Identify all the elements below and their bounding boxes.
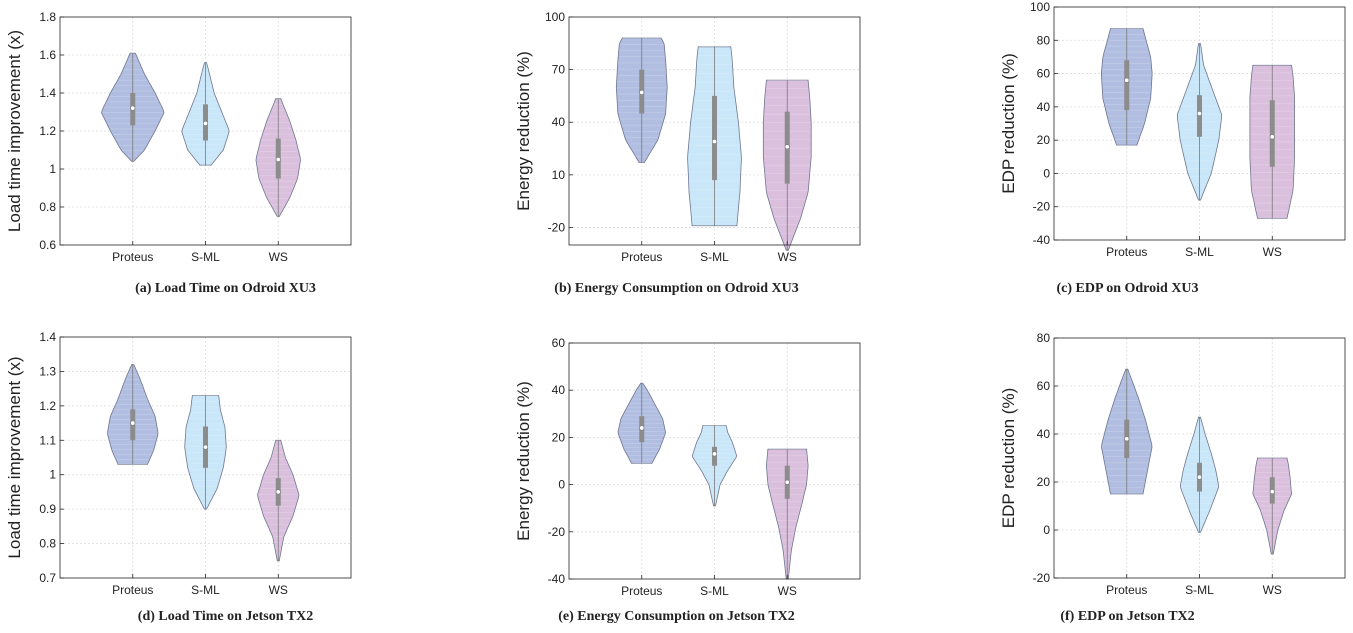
x-tick-label: Proteus — [621, 250, 662, 264]
y-tick-label: 0.6 — [39, 238, 56, 252]
chart-panel-e: -40 -20 0 20 40 60 Proteus S-ML WS Energy reducti… — [514, 336, 861, 598]
y-tick-label: 60 — [552, 336, 566, 350]
x-tick-label: S-ML — [1185, 583, 1214, 597]
median-marker — [784, 144, 790, 150]
iqr-box — [712, 95, 717, 181]
y-tick-label: 1.3 — [39, 364, 56, 378]
chart-caption-d: (d) Load Time on Jetson TX2 — [137, 609, 314, 624]
y-tick-label: 20 — [1037, 475, 1051, 489]
median-marker — [784, 479, 790, 485]
y-tick-label: 60 — [1037, 67, 1051, 81]
median-marker — [1197, 111, 1203, 117]
y-tick-label: 70 — [552, 63, 566, 77]
y-tick-label: 1.6 — [39, 48, 56, 62]
y-tick-label: 0.9 — [39, 502, 56, 516]
y-tick-label: -40 — [1033, 233, 1051, 247]
x-tick-label: S-ML — [700, 250, 729, 264]
y-tick-label: 20 — [552, 430, 566, 444]
median-marker — [639, 89, 645, 95]
y-tick-label: 1.2 — [39, 399, 56, 413]
y-tick-label: 0 — [1043, 523, 1050, 537]
y-tick-label: 100 — [545, 10, 565, 24]
chart-panel-c: -40 -20 0 20 40 60 80 100 Proteus S-ML WS EDP reduc… — [999, 0, 1346, 259]
x-tick-label: Proteus — [112, 583, 153, 597]
x-tick-label: Proteus — [1106, 583, 1147, 597]
y-tick-label: -40 — [548, 572, 566, 586]
chart-caption-c: (c) EDP on Odroid XU3 — [1056, 281, 1199, 296]
y-tick-label: 0 — [558, 478, 565, 492]
median-marker — [1124, 436, 1130, 442]
x-tick-label: WS — [778, 250, 797, 264]
median-marker — [203, 120, 209, 126]
y-tick-label: 1 — [49, 162, 56, 176]
chart-caption-b: (b) Energy Consumption on Odroid XU3 — [554, 281, 799, 296]
y-tick-label: 10 — [552, 168, 566, 182]
median-marker — [203, 444, 209, 450]
median-marker — [1124, 77, 1130, 83]
x-tick-label: WS — [1263, 583, 1282, 597]
y-tick-label: 40 — [1037, 100, 1051, 114]
y-tick-label: 1 — [49, 468, 56, 482]
x-tick-label: WS — [269, 583, 288, 597]
x-tick-label: Proteus — [112, 250, 153, 264]
y-tick-label: -20 — [548, 220, 566, 234]
median-marker — [1269, 134, 1275, 140]
y-axis-label: Load time improvement (x) — [5, 356, 24, 558]
y-tick-label: 1.4 — [39, 330, 56, 344]
chart-panel-f: -20 0 20 40 60 80 Proteus S-ML WS EDP reduction (… — [999, 331, 1346, 597]
median-marker — [275, 489, 281, 495]
median-marker — [275, 157, 281, 163]
y-tick-label: 1.8 — [39, 10, 56, 24]
y-tick-label: 0 — [1043, 166, 1050, 180]
y-tick-label: 100 — [1030, 0, 1050, 14]
x-tick-label: S-ML — [191, 583, 220, 597]
y-tick-label: 40 — [552, 383, 566, 397]
y-tick-label: -20 — [1033, 200, 1051, 214]
chart-panel-b: -20 10 40 70 100 Proteus S-ML WS Energy reductio… — [514, 10, 861, 264]
y-tick-label: 0.8 — [39, 200, 56, 214]
x-tick-label: S-ML — [191, 250, 220, 264]
y-axis-label: EDP reduction (%) — [999, 53, 1018, 193]
y-tick-label: 1.1 — [39, 433, 56, 447]
chart-caption-a: (a) Load Time on Odroid XU3 — [135, 281, 316, 296]
chart-panel-d: 0.7 0.8 0.9 1 1.1 1.2 1.3 1.4 Proteus S-ML WS Load … — [5, 330, 352, 597]
x-tick-label: WS — [778, 584, 797, 598]
y-tick-label: -20 — [548, 525, 566, 539]
y-tick-label: 20 — [1037, 133, 1051, 147]
x-tick-label: Proteus — [1106, 245, 1147, 259]
median-marker — [1197, 474, 1203, 480]
y-tick-label: 1.2 — [39, 124, 56, 138]
x-tick-label: Proteus — [621, 584, 662, 598]
iqr-box — [1124, 60, 1130, 111]
y-axis-label: EDP reduction (%) — [999, 388, 1018, 528]
x-tick-label: WS — [269, 250, 288, 264]
x-tick-label: WS — [1263, 245, 1282, 259]
median-marker — [711, 139, 717, 145]
y-axis-label: Energy reduction (%) — [514, 381, 533, 541]
y-tick-label: 80 — [1037, 33, 1051, 47]
median-marker — [130, 105, 136, 111]
chart-panel-a: 0.6 0.8 1 1.2 1.4 1.6 1.8 Proteus S-ML WS Load tim… — [5, 10, 352, 264]
x-tick-label: S-ML — [700, 584, 729, 598]
y-tick-label: 40 — [1037, 427, 1051, 441]
median-marker — [130, 420, 136, 426]
y-tick-label: 1.4 — [39, 86, 56, 100]
median-marker — [1269, 489, 1275, 495]
y-tick-label: 40 — [552, 115, 566, 129]
y-tick-label: 0.7 — [39, 571, 56, 585]
iqr-box — [1269, 100, 1275, 167]
y-tick-label: 80 — [1037, 331, 1051, 345]
y-axis-label: Energy reduction (%) — [514, 51, 533, 211]
median-marker — [711, 451, 717, 457]
y-tick-label: -20 — [1033, 571, 1051, 585]
y-tick-label: 60 — [1037, 379, 1051, 393]
x-tick-label: S-ML — [1185, 245, 1214, 259]
chart-caption-e: (e) Energy Consumption on Jetson TX2 — [558, 609, 795, 624]
y-tick-label: 0.8 — [39, 537, 56, 551]
y-axis-label: Load time improvement (x) — [5, 30, 24, 232]
chart-caption-f: (f) EDP on Jetson TX2 — [1060, 609, 1195, 624]
median-marker — [639, 425, 645, 431]
